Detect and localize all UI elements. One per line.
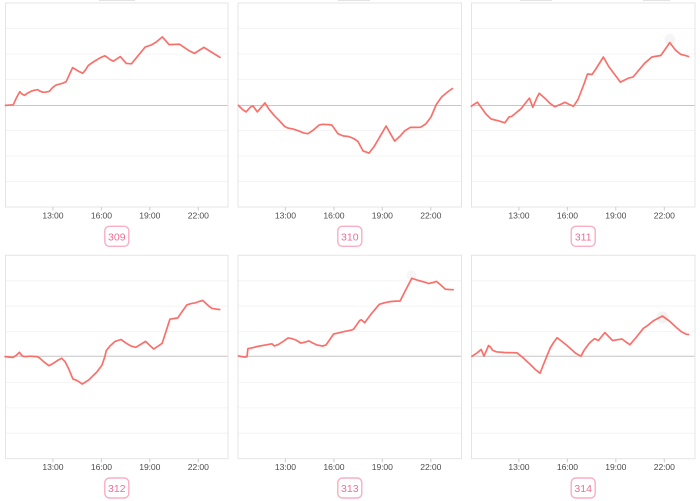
svg-text:13:00: 13:00 — [508, 210, 529, 220]
svg-text:19:00: 19:00 — [605, 210, 626, 220]
svg-text:22:00: 22:00 — [420, 462, 441, 472]
svg-text:16:00: 16:00 — [557, 210, 578, 220]
svg-text:314: 314 — [574, 483, 592, 495]
svg-text:13:00: 13:00 — [508, 462, 529, 472]
svg-text:16:00: 16:00 — [323, 210, 344, 220]
svg-text:311: 311 — [575, 232, 592, 244]
svg-text:13:00: 13:00 — [42, 462, 63, 472]
svg-text:19:00: 19:00 — [139, 462, 160, 472]
svg-text:19:00: 19:00 — [139, 210, 160, 220]
svg-text:13:00: 13:00 — [275, 210, 296, 220]
svg-text:22:00: 22:00 — [188, 462, 209, 472]
svg-text:16:00: 16:00 — [557, 462, 578, 472]
svg-text:310: 310 — [341, 232, 359, 244]
svg-text:19:00: 19:00 — [372, 462, 393, 472]
svg-text:16:00: 16:00 — [91, 210, 112, 220]
svg-text:313: 313 — [341, 483, 359, 495]
svg-text:22:00: 22:00 — [654, 210, 675, 220]
svg-text:19:00: 19:00 — [372, 210, 393, 220]
svg-text:13:00: 13:00 — [42, 210, 63, 220]
svg-text:22:00: 22:00 — [654, 462, 675, 472]
svg-text:16:00: 16:00 — [323, 462, 344, 472]
svg-text:13:00: 13:00 — [275, 462, 296, 472]
svg-text:16:00: 16:00 — [91, 462, 112, 472]
svg-text:22:00: 22:00 — [420, 210, 441, 220]
svg-text:309: 309 — [108, 232, 126, 244]
svg-text:22:00: 22:00 — [188, 210, 209, 220]
svg-text:19:00: 19:00 — [605, 462, 626, 472]
svg-text:312: 312 — [108, 483, 126, 495]
